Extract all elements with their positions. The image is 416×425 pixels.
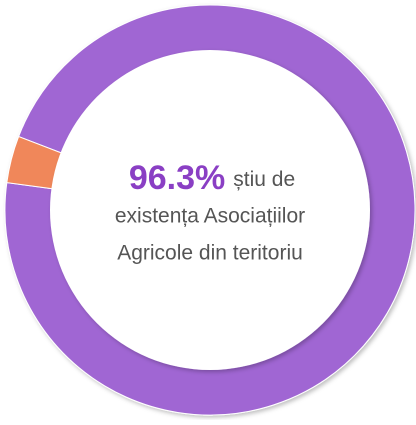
donut-hole (50, 50, 370, 370)
caption-line: existența Asociațiilor (115, 205, 305, 228)
value-label: 96.3% (129, 159, 225, 197)
center-value: 96.3% știu de (129, 159, 295, 197)
caption-line: Agricole din teritoriu (117, 242, 303, 265)
caption-line: știu de (233, 168, 295, 191)
